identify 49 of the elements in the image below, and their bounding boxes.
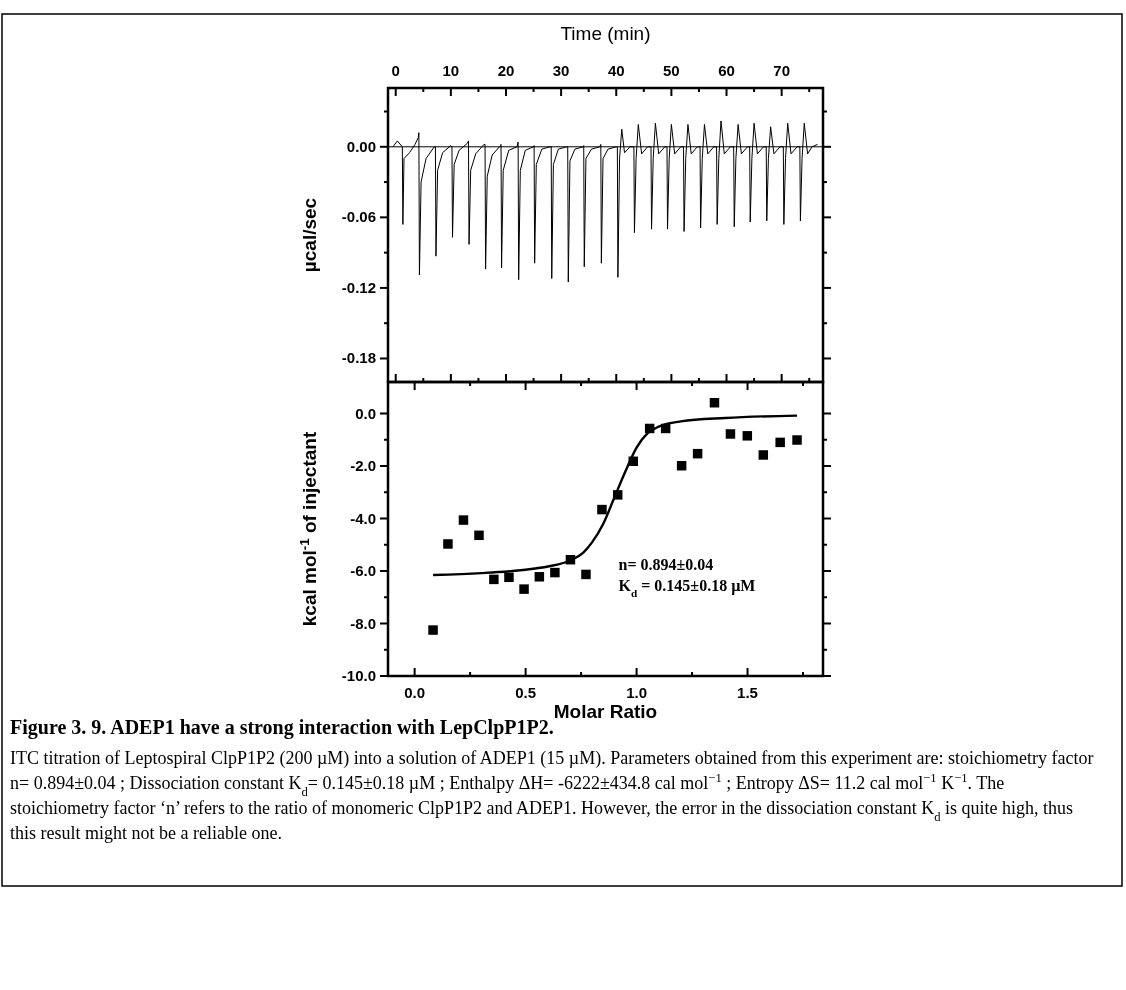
point: [692, 448, 703, 459]
point: [458, 515, 469, 525]
point: [725, 429, 736, 439]
x-axis-title: Molar Ratio: [553, 701, 658, 722]
point: [709, 397, 720, 408]
point: [443, 539, 453, 549]
point: [504, 572, 514, 583]
x-tick-label: 1.5: [737, 684, 758, 701]
x-tick-label: 0.5: [515, 684, 537, 701]
x-tick-label: 30: [552, 62, 570, 79]
point: [581, 569, 591, 580]
point: [775, 437, 785, 448]
point: [474, 530, 484, 541]
y-tick-label: -8.0: [350, 614, 376, 632]
text: Figure 3. 9. ADEP1 have a strong interaction with LepClpP1P2.: [10, 716, 554, 739]
y-tick-label: -4.0: [350, 509, 376, 527]
point: [792, 435, 802, 445]
x-tick-label: 0: [391, 62, 400, 79]
y-tick-label: -0.06: [341, 208, 376, 226]
point: [519, 584, 529, 594]
point: [489, 574, 499, 585]
text: ITC titration of Leptospiral ClpP1P2 (200 µM) into a solution of ADEP1 (15 µM). Parameters obtained from this experiment are: stoichiometry factor n= 0.894±0.04 ; Dissociation constant K$_{d}$= 0.145±0.18 µM ; Enthalpy ΔH= -6222±434.8 cal mol$^{−1}$ ; Entropy ΔS= 11.2 cal mol$^{−1}$ K$^{−1}$. The stoichiometry factor ‘n’ refers to the ratio of monomeric ClpP1P2 and ADEP1. However, the error in the dissociation constant K$_{d}$ is quite high, thus this result might not be a reliable one.: [10, 748, 1094, 843]
y-axis-title: µcal/sec: [299, 197, 320, 273]
point: [742, 431, 753, 441]
point: [534, 572, 545, 582]
y-tick-label: -2.0: [350, 457, 376, 474]
y-tick-label: -0.18: [341, 349, 376, 367]
point: [428, 625, 438, 635]
line-series: [392, 120, 818, 283]
y-tick-label: -0.12: [341, 278, 376, 296]
point: [676, 460, 687, 471]
point: [550, 567, 560, 578]
annotation: n= 0.894±0.04: [618, 556, 714, 574]
x-axis-title: Time (min): [560, 23, 651, 44]
x-tick-label: 10: [442, 62, 460, 79]
x-tick-label: 50: [663, 62, 680, 79]
y-tick-label: 0.00: [346, 137, 376, 155]
y-tick-label: 0.0: [355, 404, 376, 422]
x-tick-label: 40: [607, 62, 625, 79]
point: [597, 504, 607, 515]
x-tick-label: 0.0: [404, 684, 426, 701]
x-tick-label: 60: [718, 62, 735, 79]
point: [758, 450, 769, 460]
y-tick-label: -10.0: [341, 667, 376, 684]
x-tick-label: 20: [497, 62, 515, 79]
annotation: K$_{d}$ = 0.145±0.18 µM: [618, 577, 756, 600]
x-tick-label: 1.0: [626, 684, 647, 701]
x-tick-label: 70: [773, 62, 790, 79]
y-tick-label: -6.0: [350, 562, 376, 579]
